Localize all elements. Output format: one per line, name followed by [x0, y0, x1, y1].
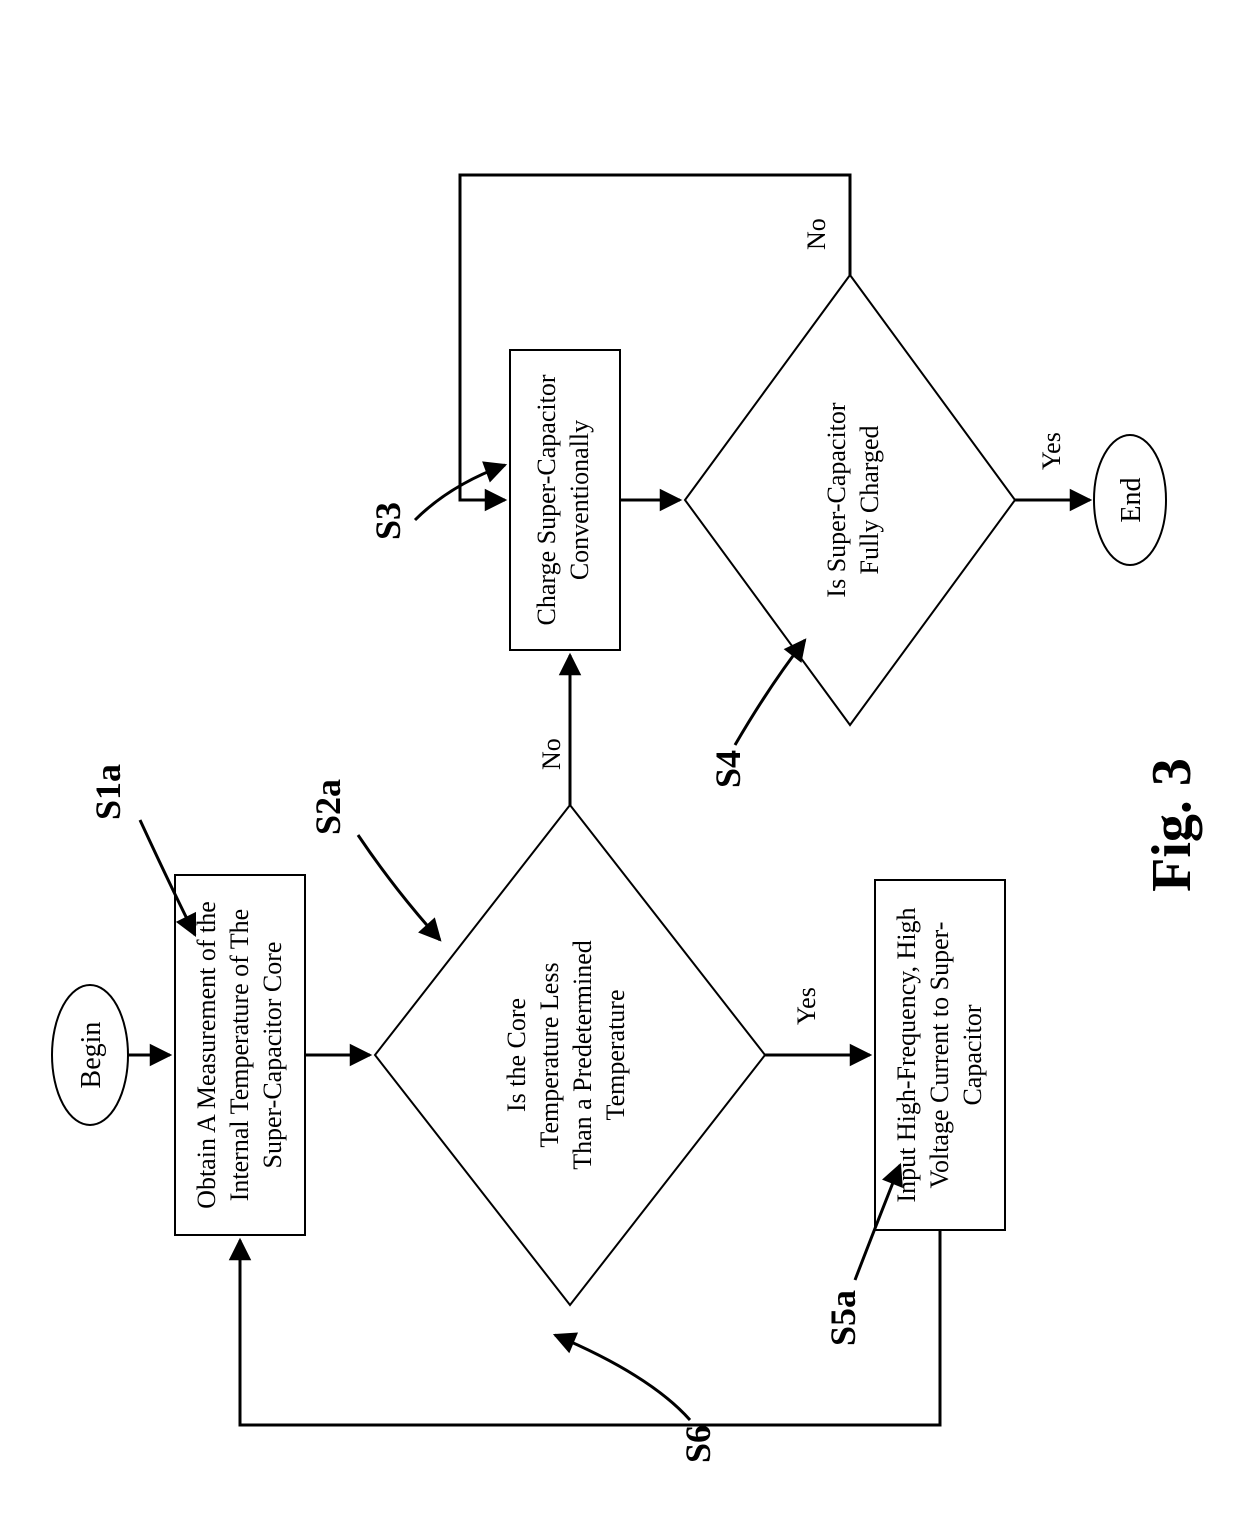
s5a-line3: Capacitor — [958, 1004, 987, 1105]
label-arrow-s5a — [855, 1165, 900, 1280]
label-s3: S3 — [368, 502, 408, 540]
decision-s2a: Is the Core Temperature Less Than a Pred… — [375, 805, 765, 1305]
edge-label-s2a-no: No — [537, 738, 566, 770]
s2a-line3: Than a Predetermined — [568, 940, 597, 1170]
terminal-begin: Begin — [52, 985, 128, 1125]
figure-label: Fig. 3 — [1141, 758, 1203, 892]
process-s1a: Obtain A Measurement of the Internal Tem… — [175, 875, 305, 1235]
label-arrow-s1a — [140, 820, 195, 935]
label-arrow-s4 — [735, 640, 805, 745]
edge-s4-no-to-s3 — [460, 175, 850, 500]
label-s6: S6 — [678, 1425, 718, 1463]
label-s4: S4 — [708, 750, 748, 788]
label-s1a: S1a — [88, 764, 128, 820]
s3-line1: Charge Super-Capacitor — [532, 374, 561, 625]
s5a-line1: Input High-Frequency, High — [892, 907, 921, 1202]
s2a-line1: Is the Core — [502, 998, 531, 1112]
label-arrow-s2a — [358, 835, 440, 940]
label-s5a: S5a — [823, 1290, 863, 1346]
edge-label-s4-no: No — [802, 218, 831, 250]
s1a-line3: Super-Capacitor Core — [258, 942, 287, 1169]
s5a-line2: Voltage Current to Super- — [925, 922, 954, 1189]
s1a-line1: Obtain A Measurement of the — [192, 901, 221, 1209]
label-arrow-s6 — [555, 1335, 690, 1420]
terminal-end: End — [1094, 435, 1166, 565]
terminal-begin-label: Begin — [76, 1022, 107, 1089]
s1a-line2: Internal Temperature of The — [225, 909, 254, 1201]
edge-label-s2a-yes: Yes — [792, 987, 821, 1025]
s4-line2: Fully Charged — [855, 425, 884, 574]
s4-line1: Is Super-Capacitor — [822, 402, 851, 597]
label-s2a: S2a — [308, 779, 348, 835]
terminal-end-label: End — [1116, 477, 1147, 522]
edge-label-s4-yes: Yes — [1037, 432, 1066, 470]
decision-s4: Is Super-Capacitor Fully Charged — [685, 275, 1015, 725]
s2a-line2: Temperature Less — [535, 962, 564, 1147]
s3-line2: Conventionally — [565, 420, 594, 580]
s2a-line4: Temperature — [601, 990, 630, 1121]
process-s3: Charge Super-Capacitor Conventionally — [510, 350, 620, 650]
